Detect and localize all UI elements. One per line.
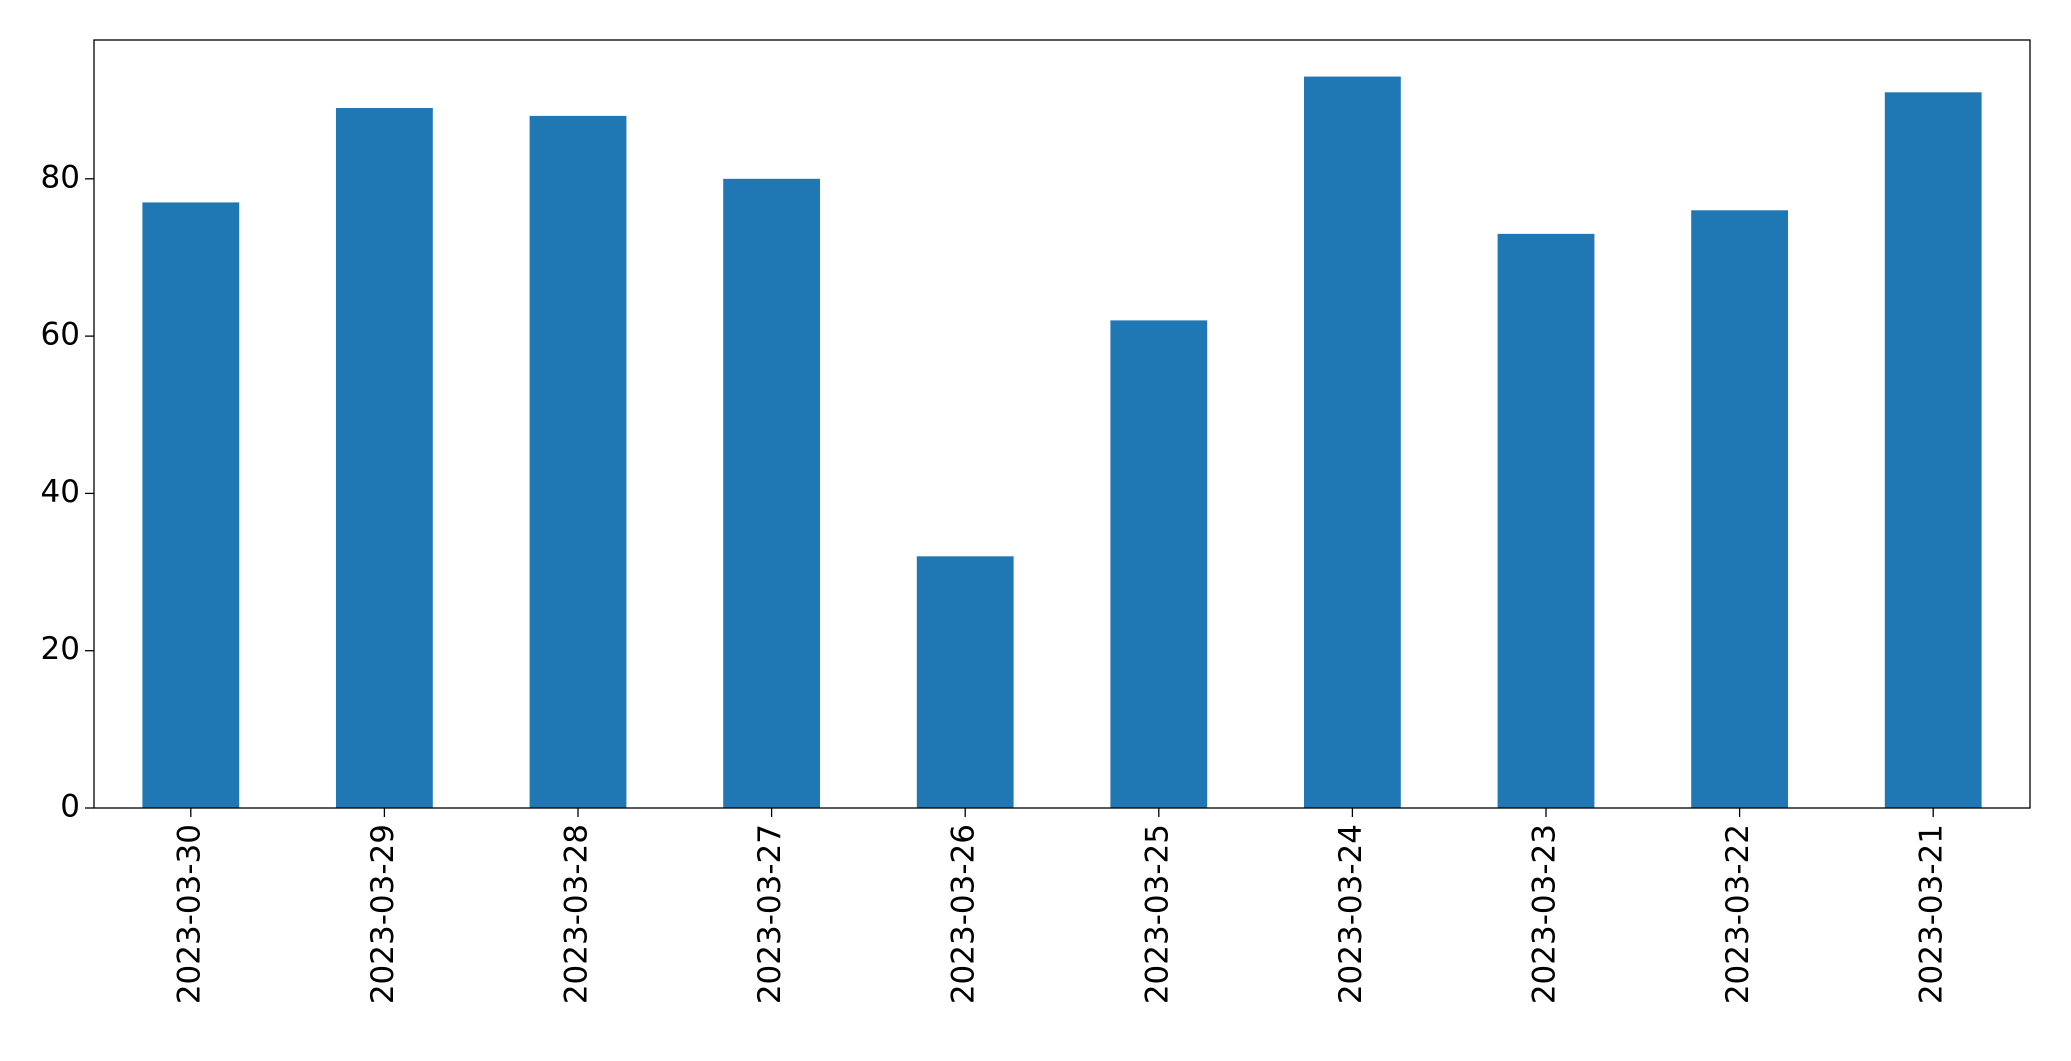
y-tick-label: 20	[41, 631, 80, 667]
x-tick-label: 2023-03-23	[1527, 824, 1563, 1004]
bar	[1110, 320, 1208, 808]
bar	[1691, 210, 1788, 808]
y-tick-label: 60	[41, 317, 80, 353]
x-tick-label: 2023-03-25	[1139, 824, 1175, 1004]
bar	[529, 115, 627, 808]
x-tick-label: 2023-03-30	[171, 824, 207, 1004]
y-tick-label: 80	[41, 159, 80, 195]
y-tick-label: 40	[41, 474, 80, 510]
x-tick-label: 2023-03-21	[1914, 824, 1950, 1004]
bar	[723, 178, 820, 808]
x-tick-label: 2023-03-24	[1333, 824, 1369, 1004]
bar	[336, 108, 433, 809]
y-tick-label: 0	[60, 789, 80, 825]
bar	[1497, 233, 1595, 808]
x-tick-label: 2023-03-22	[1720, 824, 1756, 1004]
bar	[1884, 92, 1982, 808]
bar	[916, 556, 1014, 808]
x-tick-label: 2023-03-29	[365, 824, 401, 1004]
x-tick-label: 2023-03-28	[559, 824, 595, 1004]
x-tick-label: 2023-03-27	[752, 824, 788, 1004]
bar	[1304, 76, 1401, 809]
bar	[142, 202, 240, 809]
plot-frame	[93, 39, 2031, 809]
x-tick-label: 2023-03-26	[946, 824, 982, 1004]
